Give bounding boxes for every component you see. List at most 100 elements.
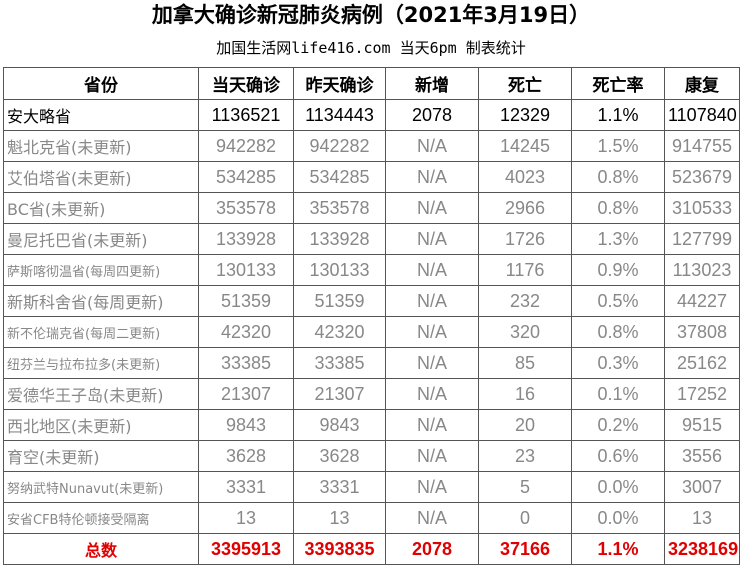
value-cell: 127799 [664,223,740,255]
province-cell: 新斯科舍省(每周更新) [3,285,199,317]
value-cell: 1107840 [664,99,740,131]
total-cell: 2078 [385,533,479,565]
province-cell: 艾伯塔省(未更新) [3,161,199,193]
value-cell: 0.1% [571,378,665,410]
value-cell: 9515 [664,409,740,441]
table-row: 努纳武特Nunavut(未更新) 3331 3331 N/A 5 0.0% 3007 [3,471,740,503]
value-cell: 130133 [198,254,294,286]
value-cell: 2078 [385,99,479,131]
value-cell: 12329 [478,99,572,131]
table-row: 魁北克省(未更新) 942282 942282 N/A 14245 1.5% 914755 [3,130,740,162]
value-cell: 21307 [293,378,386,410]
value-cell: 9843 [198,409,294,441]
table-row: 新斯科舍省(每周更新) 51359 51359 N/A 232 0.5% 44227 [3,285,740,317]
value-cell: 13 [293,502,386,534]
total-row: 总数 3395913 3393835 2078 37166 1.1% 3238169 [3,533,740,565]
value-cell: 133928 [293,223,386,255]
value-cell: 1.3% [571,223,665,255]
value-cell: 353578 [198,192,294,224]
province-cell: 爱德华王子岛(未更新) [3,378,199,410]
total-cell: 3238169 [664,533,740,565]
value-cell: 1.5% [571,130,665,162]
value-cell: 0.9% [571,254,665,286]
total-cell: 3393835 [293,533,386,565]
province-cell: 育空(未更新) [3,440,199,472]
value-cell: N/A [385,347,479,379]
value-cell: 20 [478,409,572,441]
table-row: 爱德华王子岛(未更新) 21307 21307 N/A 16 0.1% 17252 [3,378,740,410]
value-cell: 353578 [293,192,386,224]
value-cell: 2966 [478,192,572,224]
value-cell: 25162 [664,347,740,379]
province-cell: BC省(未更新) [3,192,199,224]
value-cell: 113023 [664,254,740,286]
table-row: BC省(未更新) 353578 353578 N/A 2966 0.8% 310533 [3,192,740,224]
value-cell: 0.0% [571,502,665,534]
value-cell: 33385 [293,347,386,379]
value-cell: 133928 [198,223,294,255]
value-cell: 0.5% [571,285,665,317]
province-cell: 安大略省 [3,99,199,131]
value-cell: 1726 [478,223,572,255]
table-row: 安省CFB特伦顿接受隔离 13 13 N/A 0 0.0% 13 [3,502,740,534]
value-cell: 1134443 [293,99,386,131]
table-row: 曼尼托巴省(未更新) 133928 133928 N/A 1726 1.3% 127799 [3,223,740,255]
total-cell: 37166 [478,533,572,565]
value-cell: N/A [385,285,479,317]
column-header: 省份 [3,67,199,100]
value-cell: 0 [478,502,572,534]
value-cell: N/A [385,192,479,224]
value-cell: 14245 [478,130,572,162]
column-header: 死亡 [478,67,572,100]
value-cell: 534285 [293,161,386,193]
province-cell: 纽芬兰与拉布拉多(未更新) [3,347,199,379]
value-cell: 0.6% [571,440,665,472]
column-header: 当天确诊 [198,67,294,100]
value-cell: 310533 [664,192,740,224]
value-cell: 0.3% [571,347,665,379]
value-cell: N/A [385,502,479,534]
value-cell: N/A [385,440,479,472]
subtitle: 加国生活网life416.com 当天6pm 制表统计 [216,39,526,57]
province-cell: 安省CFB特伦顿接受隔离 [3,502,199,534]
value-cell: 37808 [664,316,740,348]
value-cell: N/A [385,254,479,286]
value-cell: 13 [664,502,740,534]
value-cell: 51359 [293,285,386,317]
province-cell: 曼尼托巴省(未更新) [3,223,199,255]
value-cell: 0.0% [571,471,665,503]
value-cell: 942282 [198,130,294,162]
value-cell: N/A [385,316,479,348]
value-cell: 21307 [198,378,294,410]
value-cell: 3556 [664,440,740,472]
table-row: 艾伯塔省(未更新) 534285 534285 N/A 4023 0.8% 523679 [3,161,740,193]
value-cell: 9843 [293,409,386,441]
value-cell: 232 [478,285,572,317]
total-cell: 3395913 [198,533,294,565]
value-cell: N/A [385,130,479,162]
value-cell: 534285 [198,161,294,193]
column-header: 新增 [385,67,479,100]
value-cell: 85 [478,347,572,379]
value-cell: 5 [478,471,572,503]
value-cell: 44227 [664,285,740,317]
value-cell: 942282 [293,130,386,162]
value-cell: 320 [478,316,572,348]
province-cell: 努纳武特Nunavut(未更新) [3,471,199,503]
value-cell: 3331 [293,471,386,503]
value-cell: N/A [385,378,479,410]
value-cell: N/A [385,161,479,193]
value-cell: 42320 [293,316,386,348]
table-row: 萨斯喀彻温省(每周四更新) 130133 130133 N/A 1176 0.9% 1130… [3,254,740,286]
column-header: 昨天确诊 [293,67,386,100]
column-header: 死亡率 [571,67,665,100]
value-cell: N/A [385,409,479,441]
value-cell: 13 [198,502,294,534]
value-cell: 16 [478,378,572,410]
value-cell: 914755 [664,130,740,162]
value-cell: 33385 [198,347,294,379]
value-cell: 3628 [198,440,294,472]
table-row: 安大略省 1136521 1134443 2078 12329 1.1% 1107840 [3,99,740,131]
total-label: 总数 [3,533,199,565]
header-row: 省份 当天确诊 昨天确诊 新增 死亡 死亡率 康复 [3,67,740,100]
